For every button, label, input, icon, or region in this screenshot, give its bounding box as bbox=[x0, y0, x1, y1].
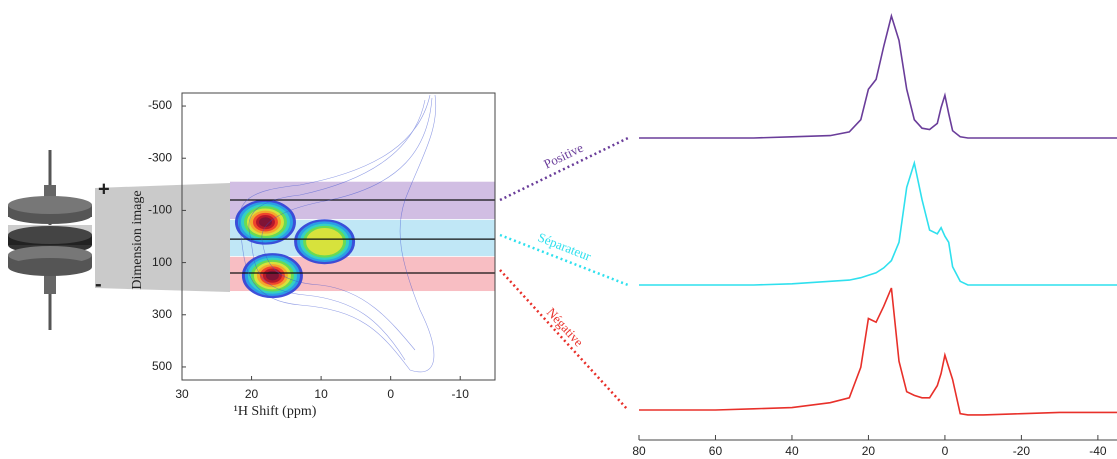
x-tick-label: 0 bbox=[942, 444, 949, 458]
x-tick-label: -10 bbox=[452, 387, 470, 401]
connector bbox=[499, 269, 629, 411]
x-tick-label: 20 bbox=[245, 387, 259, 401]
battery bbox=[8, 150, 92, 330]
contour-background bbox=[238, 94, 437, 373]
series-label: Positive bbox=[541, 140, 585, 172]
spectrum-line bbox=[639, 13, 1117, 139]
minus-sign: - bbox=[95, 273, 102, 295]
x-tick-label: 40 bbox=[785, 444, 799, 458]
plus-sign: + bbox=[98, 178, 110, 200]
y-tick-label: -100 bbox=[148, 203, 172, 217]
series-label: Séparateur bbox=[536, 229, 594, 263]
y-tick-label: -500 bbox=[148, 98, 172, 112]
y-axis-label: Dimension image bbox=[130, 190, 145, 289]
y-tick-label: 100 bbox=[152, 255, 172, 269]
spectrum-line bbox=[639, 287, 1117, 416]
y-tick-label: 300 bbox=[152, 307, 172, 321]
x-axis-label: ¹H Shift (ppm) bbox=[234, 404, 317, 419]
x-tick-label: 10 bbox=[314, 387, 328, 401]
funnel bbox=[95, 183, 230, 292]
x-tick-label: -40 bbox=[1089, 444, 1107, 458]
y-tick-label: 500 bbox=[152, 359, 172, 373]
y-tick-label: -300 bbox=[148, 150, 172, 164]
spectrum-line bbox=[639, 159, 1117, 286]
x-tick-label: -20 bbox=[1013, 444, 1031, 458]
x-tick-label: 0 bbox=[387, 387, 394, 401]
plot-frame bbox=[181, 92, 496, 381]
x-tick-label: 80 bbox=[632, 444, 646, 458]
series-label: Négative bbox=[544, 305, 587, 350]
x-tick-label: 60 bbox=[709, 444, 723, 458]
x-tick-label: 20 bbox=[862, 444, 876, 458]
connector bbox=[499, 136, 629, 202]
contour-ring bbox=[306, 228, 344, 256]
x-tick-label: 30 bbox=[175, 387, 189, 401]
